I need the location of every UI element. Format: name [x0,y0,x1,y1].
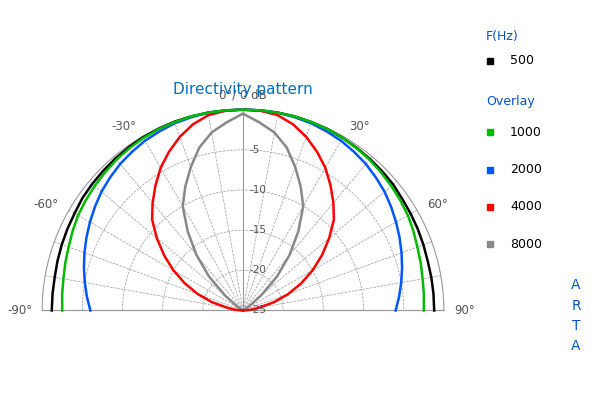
Text: 0°/ 0 dB: 0°/ 0 dB [219,88,267,102]
Text: 90°: 90° [454,304,475,317]
Text: -10: -10 [249,185,266,195]
Text: 60°: 60° [427,198,448,210]
Text: 8000: 8000 [510,238,542,251]
Text: Overlay: Overlay [486,95,535,108]
Text: 4000: 4000 [510,200,542,214]
Text: -30°: -30° [112,120,137,132]
Text: -15: -15 [249,225,266,235]
Text: Directivity pattern: Directivity pattern [173,82,313,96]
Text: T: T [572,319,580,333]
Text: R: R [571,298,581,313]
Text: 500: 500 [510,54,534,67]
Text: A: A [571,278,581,292]
Text: -20: -20 [249,265,266,275]
Text: F(Hz): F(Hz) [486,30,519,43]
Text: 2000: 2000 [510,163,542,176]
Text: -90°: -90° [7,304,32,317]
Text: 1000: 1000 [510,126,542,139]
Text: 30°: 30° [349,120,370,132]
Text: -60°: -60° [34,198,59,210]
Text: A: A [571,339,581,354]
Text: -25: -25 [249,306,266,316]
Text: -5: -5 [249,145,259,155]
